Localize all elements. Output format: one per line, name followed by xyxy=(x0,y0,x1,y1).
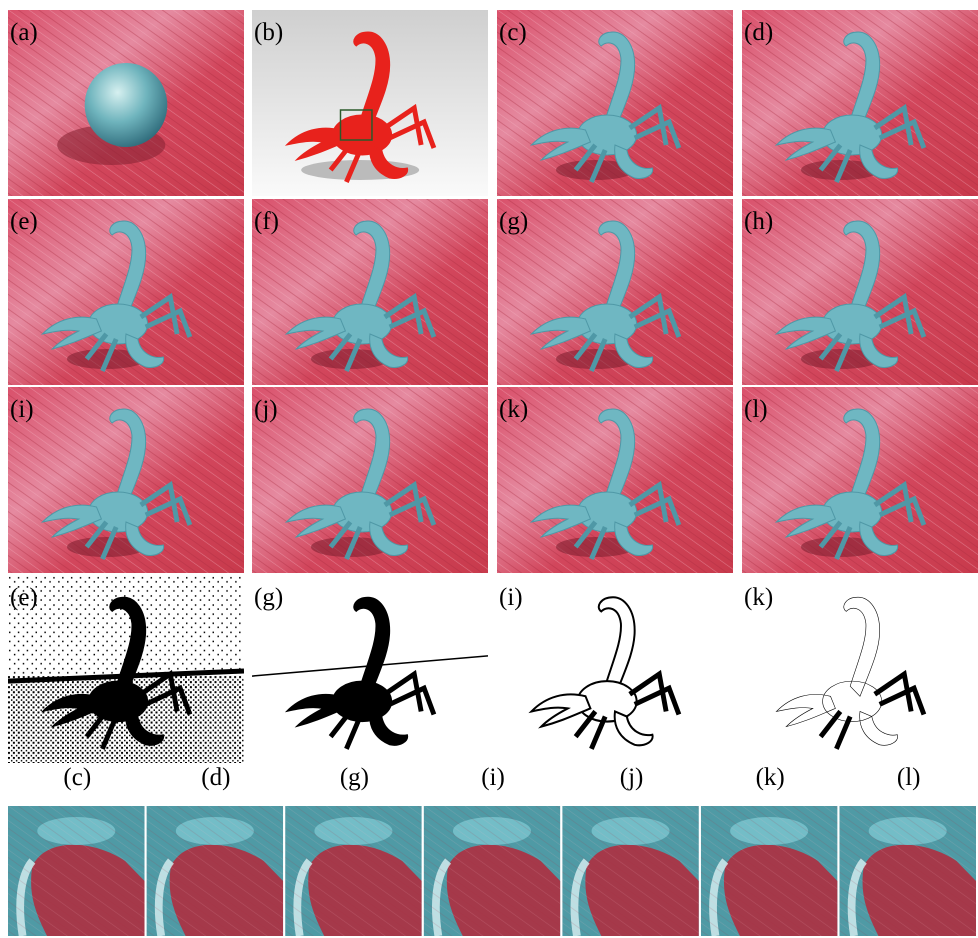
figure: (a) (b) (c) (d) (e) (f) (g) (h) (i) (j) (k) (l) (e) (… xyxy=(0,0,978,938)
mask-panel: (i) xyxy=(497,575,733,763)
panel-image xyxy=(8,387,244,573)
image-panel: (e) xyxy=(8,199,244,385)
image-panel: (l) xyxy=(742,387,978,573)
panel-label: (e) xyxy=(10,584,38,611)
background xyxy=(742,575,978,763)
panel-image xyxy=(742,10,978,196)
panel-image xyxy=(742,387,978,573)
panel-image xyxy=(497,199,733,385)
texture xyxy=(839,806,976,936)
panel-image xyxy=(497,10,733,196)
mask-panel: (e) xyxy=(8,575,244,763)
image-panel: (c) xyxy=(497,10,733,196)
panel-label: (b) xyxy=(254,19,283,46)
image-panel: (i) xyxy=(8,387,244,573)
mask-panel: (g) xyxy=(252,575,488,763)
image-panel: (b) xyxy=(252,10,488,196)
image-panel: (d) xyxy=(742,10,978,196)
image-panel: (f) xyxy=(252,199,488,385)
crop-label: (c) xyxy=(63,764,91,791)
panel-image xyxy=(8,199,244,385)
panel-label: (f) xyxy=(254,208,279,235)
panel-label: (g) xyxy=(254,584,283,611)
image-panel: (j) xyxy=(252,387,488,573)
panel-label: (k) xyxy=(744,584,773,611)
panel-label: (k) xyxy=(499,396,528,423)
crop-label: (l) xyxy=(897,764,921,791)
panel-label: (e) xyxy=(10,208,38,235)
panel-label: (c) xyxy=(499,19,527,46)
panel-label: (j) xyxy=(254,396,278,423)
texture xyxy=(701,806,838,936)
image-panel: (g) xyxy=(497,199,733,385)
image-grid: (a) (b) (c) (d) (e) (f) (g) (h) (i) (j) (k) (l) (e) (… xyxy=(8,10,978,936)
crop-image xyxy=(839,806,976,936)
crop-image xyxy=(701,806,838,936)
image-panel: (a) xyxy=(8,10,244,196)
texture xyxy=(562,806,699,936)
image-panel: (k) xyxy=(497,387,733,573)
panel-label: (h) xyxy=(744,208,773,235)
crop-label: (d) xyxy=(201,764,230,791)
crop-image xyxy=(424,806,561,936)
panel-image xyxy=(252,10,488,196)
mask-image xyxy=(252,575,488,763)
panel-label: (i) xyxy=(499,584,523,611)
panel-label: (l) xyxy=(744,396,768,423)
mask-panel: (k) xyxy=(742,575,978,763)
panel-label: (i) xyxy=(10,396,34,423)
panel-label: (a) xyxy=(10,19,38,46)
crop-image xyxy=(562,806,699,936)
sphere xyxy=(85,63,168,147)
panel-image xyxy=(252,387,488,573)
image-panel: (h) xyxy=(742,199,978,385)
crop-label: (g) xyxy=(340,764,369,791)
texture xyxy=(8,806,145,936)
panel-label: (d) xyxy=(744,19,773,46)
crop-label: (k) xyxy=(756,764,785,791)
texture xyxy=(147,806,284,936)
mask-image xyxy=(497,575,733,763)
panel-image xyxy=(742,199,978,385)
panel-image xyxy=(8,10,244,196)
panel-image xyxy=(497,387,733,573)
texture xyxy=(285,806,422,936)
panel-image xyxy=(252,199,488,385)
mask-image xyxy=(8,575,244,763)
mask-image xyxy=(742,575,978,763)
panel-label: (g) xyxy=(499,208,528,235)
crop-image xyxy=(8,806,145,936)
crop-image xyxy=(285,806,422,936)
crop-label: (i) xyxy=(481,764,505,791)
crop-label: (j) xyxy=(620,764,644,791)
crop-image xyxy=(147,806,284,936)
texture xyxy=(424,806,561,936)
